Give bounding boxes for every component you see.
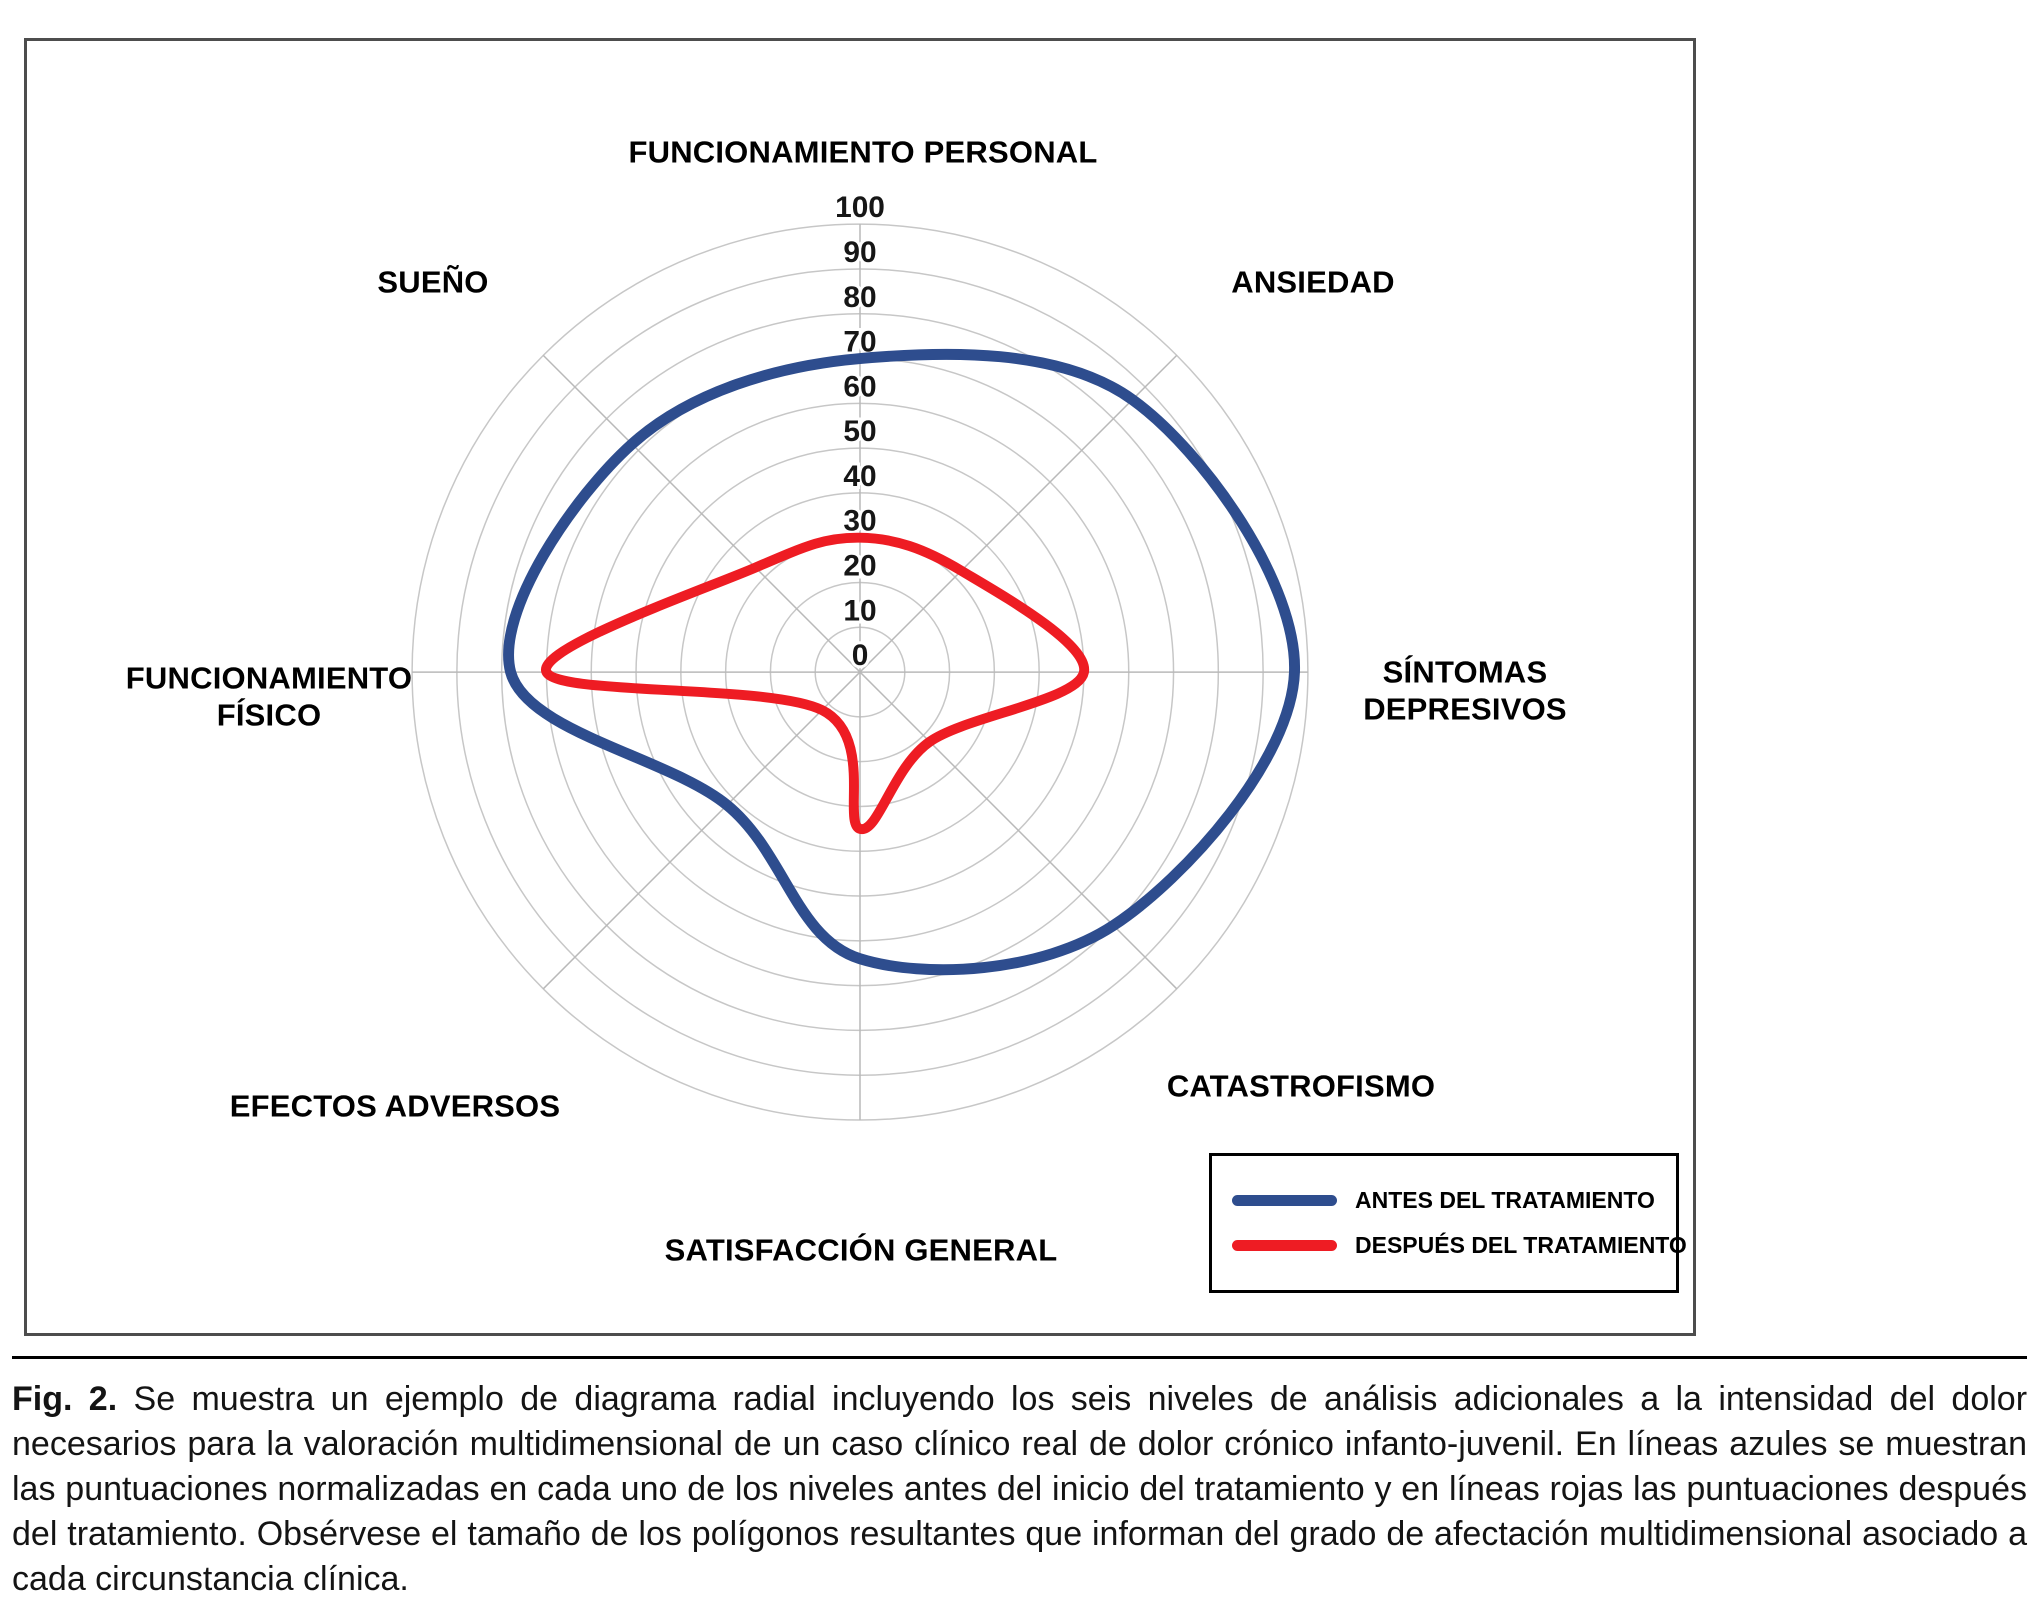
radial-tick-label: 50: [843, 415, 876, 448]
radial-tick-label: 40: [843, 460, 876, 493]
legend-line-swatch-despues: [1232, 1240, 1337, 1251]
axis-label-ansiedad: ANSIEDAD: [1231, 264, 1395, 300]
radar-spokes: [412, 224, 1308, 1120]
axis-label-sintomas-depresivos: SÍNTOMAS DEPRESIVOS: [1363, 654, 1567, 726]
legend-item-label: DESPUÉS DEL TRATAMIENTO: [1355, 1232, 1687, 1258]
radial-tick-label: 90: [843, 236, 876, 269]
axis-label-funcionamiento-personal: FUNCIONAMIENTO PERSONAL: [628, 134, 1098, 170]
legend-line-swatch-antes: [1232, 1195, 1337, 1206]
axis-label-efectos-adversos: EFECTOS ADVERSOS: [229, 1088, 561, 1124]
radial-tick-label: 100: [835, 191, 885, 224]
radial-tick-label: 0: [852, 639, 869, 672]
legend: ANTES DEL TRATAMIENTO DESPUÉS DEL TRATAM…: [1209, 1153, 1687, 1293]
figure-panel: 100 90 80 70 60 50 40 30 20 10 0 FUNCIONAMIENTO PE…: [24, 38, 1696, 1336]
figure-caption: Fig. 2. Se muestra un ejemplo de diagram…: [12, 1356, 2027, 1601]
radial-tick-label: 60: [843, 370, 876, 403]
axis-label-satisfaccion-general: SATISFACCIÓN GENERAL: [664, 1232, 1058, 1268]
caption-text: Se muestra un ejemplo de diagrama radial…: [12, 1380, 2028, 1598]
radar-series-antes: [503, 348, 1300, 976]
caption-figure-number: Fig. 2.: [12, 1380, 118, 1418]
radial-tick-label: 10: [843, 594, 876, 627]
axis-label-sueno: SUEÑO: [377, 264, 489, 300]
legend-item-label: ANTES DEL TRATAMIENTO: [1355, 1187, 1655, 1213]
legend-item: ANTES DEL TRATAMIENTO: [1232, 1187, 1656, 1214]
radial-tick-label: 20: [843, 550, 876, 583]
radar-series-despues: [541, 532, 1089, 834]
axis-label-funcionamiento-fisico: FUNCIONAMIENTO FÍSICO: [125, 660, 413, 732]
axis-label-catastrofismo: CATASTROFISMO: [1166, 1068, 1436, 1104]
legend-item: DESPUÉS DEL TRATAMIENTO: [1232, 1232, 1687, 1259]
radial-tick-label: 80: [843, 281, 876, 314]
